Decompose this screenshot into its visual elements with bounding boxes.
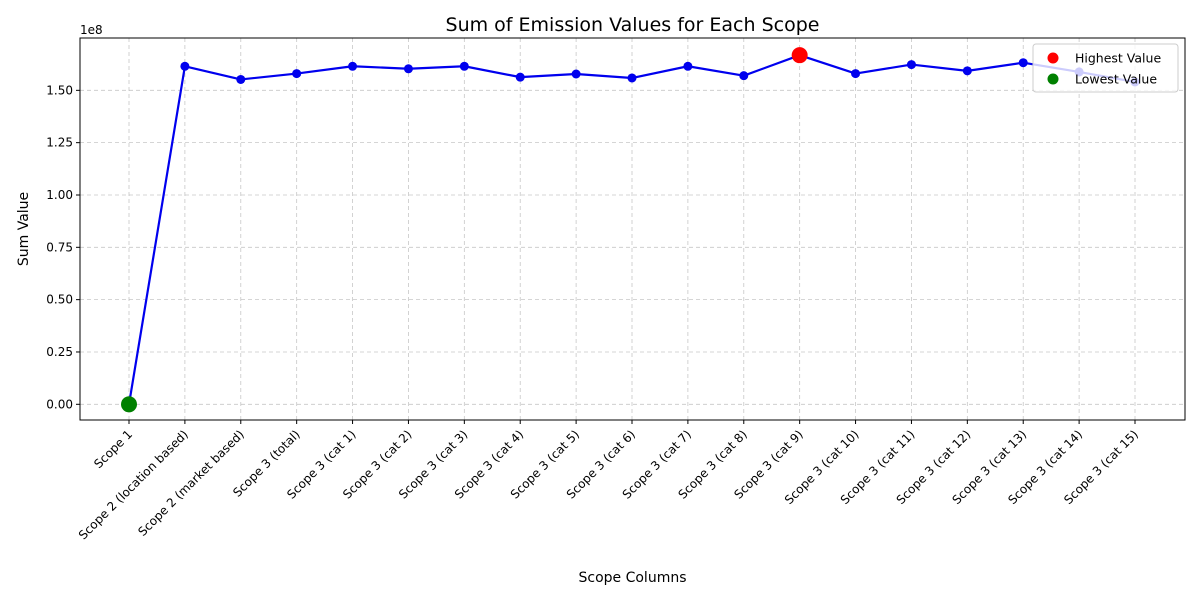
y-axis-title: Sum Value [16, 192, 32, 266]
data-point [683, 61, 693, 71]
y-tick-label: 0.25 [46, 345, 73, 359]
lowest-value-marker [121, 396, 137, 413]
y-axis-offset-label: 1e8 [80, 23, 103, 37]
data-point [571, 69, 581, 79]
data-point [459, 61, 469, 71]
chart-title: Sum of Emission Values for Each Scope [446, 14, 820, 36]
legend-label: Highest Value [1075, 51, 1161, 66]
data-point [292, 69, 302, 79]
plot-frame [79, 37, 1186, 421]
data-point [962, 66, 972, 76]
legend-box [1032, 43, 1179, 93]
data-point [851, 69, 861, 79]
data-point [515, 72, 525, 82]
data-point [906, 60, 916, 70]
x-tick-label: Scope 2 (location based) [76, 427, 191, 542]
data-points [121, 47, 1140, 413]
legend-label: Lowest Value [1075, 72, 1157, 87]
x-axis-title: Scope Columns [578, 570, 686, 586]
x-tick-label: Scope 1 [91, 427, 135, 471]
data-point [236, 74, 246, 84]
y-tick-label: 1.00 [46, 188, 73, 202]
data-point [403, 64, 413, 74]
data-point [348, 61, 358, 71]
data-point [180, 61, 190, 71]
data-point [627, 73, 637, 83]
grid [80, 38, 1185, 420]
legend: Highest Value Lowest Value [1032, 43, 1179, 93]
x-tick-label: Scope 2 (market based) [135, 427, 247, 539]
legend-marker [1047, 73, 1059, 85]
highest-value-marker [791, 47, 808, 64]
y-tick-label: 0.75 [46, 240, 73, 254]
y-tick-label: 0.00 [46, 397, 73, 411]
y-tick-label: 1.25 [46, 136, 73, 150]
y-tick-label: 0.50 [46, 293, 73, 307]
y-axis-ticks: 0.00 0.25 0.50 0.75 1.00 1.25 1.50 [46, 83, 80, 411]
data-point [1018, 58, 1028, 68]
legend-marker [1047, 52, 1059, 64]
y-tick-label: 1.50 [46, 83, 73, 97]
data-point [739, 71, 749, 81]
